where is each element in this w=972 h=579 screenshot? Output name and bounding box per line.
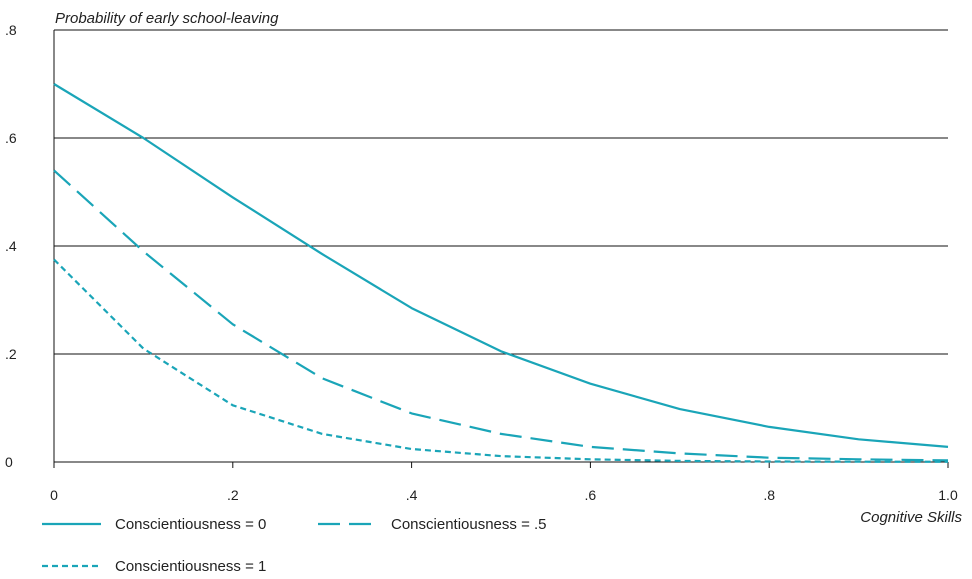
x-tick-label: .8 (763, 487, 775, 503)
legend-label-1: Conscientiousness = 0 (115, 516, 266, 533)
legend-label-3: Conscientiousness = 1 (115, 558, 266, 574)
x-tick-label: .6 (585, 487, 597, 503)
axes (53, 30, 949, 468)
x-tick-label: 1.0 (938, 487, 958, 503)
x-tick-label: 0 (50, 487, 58, 503)
x-tick-label: .4 (406, 487, 418, 503)
x-tick-labels: 0 .2 .4 .6 .8 1.0 (50, 487, 958, 503)
series-line-2 (53, 169, 949, 462)
series-line-3 (53, 258, 949, 463)
y-tick-labels: 0 .2 .4 .6 .8 (5, 22, 17, 470)
y-axis-title: Probability of early school-leaving (55, 10, 279, 27)
x-tick-label: .2 (227, 487, 239, 503)
y-tick-label: .8 (5, 22, 17, 38)
x-axis-title: Cognitive Skills (860, 509, 962, 526)
y-tick-label: .6 (5, 130, 17, 146)
series-lines (53, 83, 949, 463)
y-tick-label: 0 (5, 454, 13, 470)
legend: Conscientiousness = 0 Conscientiousness =… (42, 516, 547, 575)
y-tick-label: .4 (5, 238, 17, 254)
y-tick-label: .2 (5, 346, 17, 362)
series-line-1 (53, 83, 949, 448)
grid-lines (54, 29, 948, 355)
legend-label-2: Conscientiousness = .5 (391, 516, 547, 533)
